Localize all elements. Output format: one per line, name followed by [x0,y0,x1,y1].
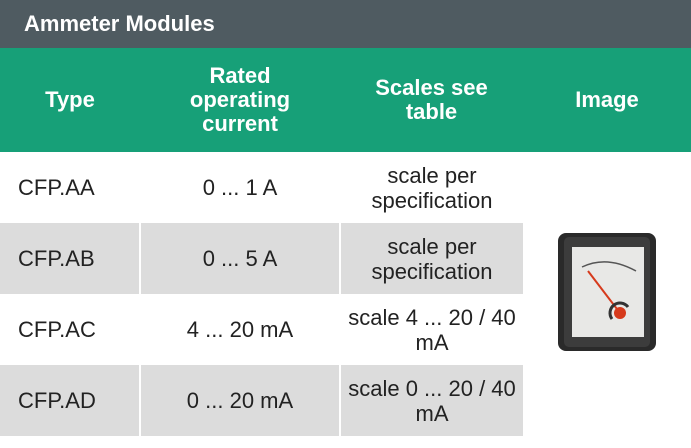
column-header: Image [523,48,691,152]
meter-pivot-cover [608,301,630,320]
header-row: Type Rated operating current Scales see … [0,48,691,152]
row: CFP.AD 0 ... 20 mA scale 0 ... 20 / 40 m… [0,365,691,436]
cell: 0 ... 1 A [139,152,340,223]
column-header: Scales see table [340,48,523,152]
row: CFP.AB 0 ... 5 A scale per specification [0,223,691,294]
meter-face [572,246,644,337]
cell: scale 0 ... 20 / 40 mA [339,365,523,436]
cell: scale per specification [339,223,523,294]
table-title: Ammeter Modules [0,0,691,48]
cell: 4 ... 20 mA [139,294,340,365]
cell: CFP.AB [0,223,140,294]
row: CFP.AC 4 ... 20 mA scale 4 ... 20 / 40 m… [0,294,691,365]
cell: 0 ... 5 A [139,223,340,294]
cell: CFP.AA [18,175,95,200]
table: Type Rated operating current Scales see … [0,48,691,436]
cell: CFP.AC [18,317,96,342]
cell: scale 4 ... 20 / 40 mA [339,294,523,365]
cell: CFP.AD [0,365,140,436]
image-cell [523,152,691,436]
column-header-text: Type [45,87,95,112]
column-header: Type [0,48,140,152]
column-header-text: Rated operating current [189,63,291,136]
meter-pivot [614,306,626,319]
cell: scale per specification [339,152,523,223]
column-header-text: Image [575,87,639,112]
column-header: Rated operating current [140,48,340,152]
meter-scale [581,260,637,272]
row: CFP.AA 0 ... 1 A scale per specification [0,152,691,436]
column-header-text: Scales see table [375,75,488,124]
meter-image [558,232,656,351]
cell: 0 ... 20 mA [139,365,340,436]
